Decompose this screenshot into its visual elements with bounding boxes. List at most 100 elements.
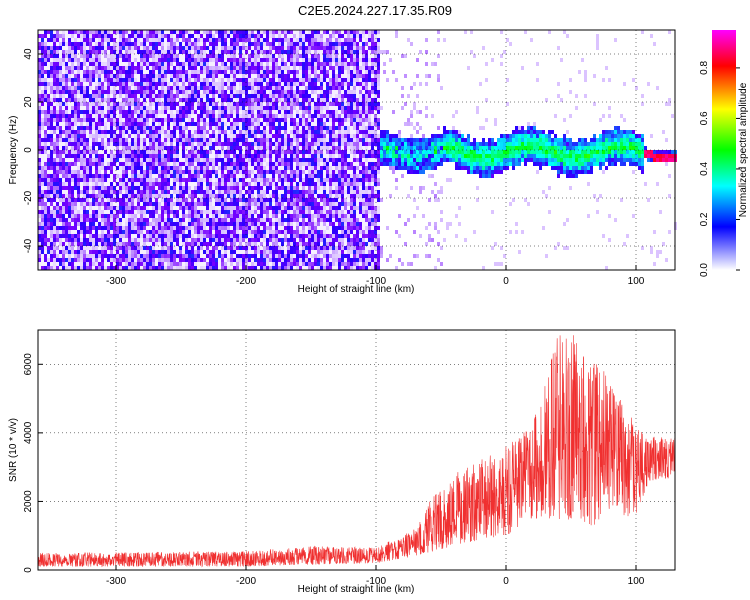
spectrogram-cell [209,222,212,226]
spectrogram-cell [80,138,83,142]
spectrogram-cell [128,82,131,86]
spectrogram-cell [59,258,62,262]
spectrogram-cell [155,142,158,146]
spectrogram-cell [38,174,41,178]
spectrogram-cell [104,234,107,238]
spectrogram-cell [269,154,272,158]
spectrogram-cell [182,262,185,266]
spectrogram-cell [119,46,122,50]
spectrogram-cell [254,158,257,162]
spectrogram-cell [134,138,137,142]
spectrogram-cell [71,182,74,186]
spectrogram-cell [188,174,191,178]
spectrogram-cell [47,30,50,34]
spectrogram-cell [206,130,209,134]
spectrogram-cell [266,174,269,178]
spectrogram-cell [230,226,233,230]
spectrogram-cell [59,206,62,210]
spectrogram-cell [173,158,176,162]
spectrogram-cell [146,246,149,250]
spectrogram-cell [128,254,131,258]
spectrogram-cell [182,254,185,258]
spectrogram-cell [218,54,221,58]
spectrogram-cell [227,114,230,118]
spectrogram-cell [155,106,158,110]
spectrogram-cell [269,178,272,182]
spectrogram-cell [272,54,275,58]
spectrogram-cell [119,238,122,242]
spectrogram-cell [119,74,122,78]
spectrogram-cell [47,46,50,50]
spectrogram-cell [230,174,233,178]
spectrogram-cell [170,122,173,126]
spectrogram-cell [284,202,287,206]
spectrogram-cell [116,94,119,98]
spectrogram-cell [143,134,146,138]
spectrogram-cell [95,74,98,78]
spectrogram-cell [134,202,137,206]
spectrogram-cell [74,234,77,238]
spectrogram-cell [257,218,260,222]
spectrogram-cell [221,210,224,214]
spectrogram-cell [65,38,68,42]
spectrogram-cell [170,130,173,134]
spectrogram-cell [188,62,191,66]
spectrogram-cell [80,198,83,202]
spectrogram-cell [137,138,140,142]
spectrogram-cell [143,94,146,98]
spectrogram-cell [194,146,197,150]
spectrogram-cell [152,154,155,158]
spectrogram-cell [167,234,170,238]
spectrogram-cell [98,114,101,118]
spectrogram-cell [191,222,194,226]
spectrogram-cell [92,30,95,34]
spectrogram-cell [194,58,197,62]
spectrogram-cell [179,54,182,58]
spectrogram-cell [170,106,173,110]
spectrogram-cell [71,146,74,150]
spectrogram-cell [62,222,65,226]
spectrogram-cell [101,266,104,270]
spectrogram-cell [113,234,116,238]
spectrogram-cell [155,34,158,38]
spectrogram-cell [194,218,197,222]
spectrogram-cell [194,234,197,238]
spectrogram-cell [86,250,89,254]
spectrogram-cell [269,174,272,178]
spectrogram-cell [47,262,50,266]
spectrogram-cell [260,246,263,250]
spectrogram-cell [230,206,233,210]
spectrogram-cell [200,166,203,170]
spectrogram-cell [140,258,143,262]
spectrogram-cell [83,142,86,146]
spectrogram-cell [221,142,224,146]
spectrogram-cell [203,186,206,190]
spectrogram-cell [281,66,284,70]
spectrogram-cell [143,230,146,234]
spectrogram-cell [230,158,233,162]
spectrogram-cell [173,214,176,218]
spectrogram-cell [41,78,44,82]
spectrogram-cell [131,126,134,130]
spectrogram-cell [200,154,203,158]
spectrogram-cell [203,166,206,170]
spectrogram-cell [167,118,170,122]
spectrogram-cell [248,142,251,146]
spectrogram-cell [62,146,65,150]
spectrogram-cell [71,206,74,210]
spectrogram-cell [68,222,71,226]
spectrogram-cell [203,42,206,46]
spectrogram-cell [44,166,47,170]
spectrogram-cell [143,62,146,66]
spectrogram-cell [83,42,86,46]
spectrogram-cell [152,142,155,146]
spectrogram-cell [38,102,41,106]
spectrogram-cell [137,238,140,242]
spectrogram-cell [131,94,134,98]
spectrogram-cell [182,234,185,238]
spectrogram-cell [92,254,95,258]
spectrogram-cell [122,174,125,178]
spectrogram-cell [68,194,71,198]
spectrogram-cell [65,178,68,182]
spectrogram-cell [161,222,164,226]
